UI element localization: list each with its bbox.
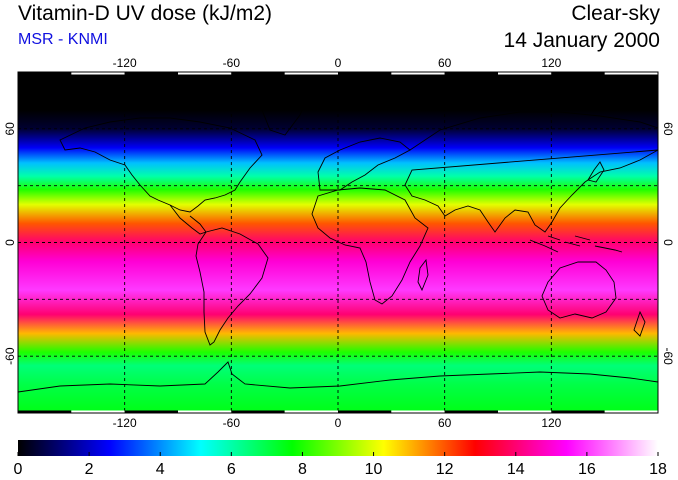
coastline-greenland xyxy=(254,83,311,136)
frame-band-top xyxy=(498,72,552,75)
colorbar-labels: 0 2 4 6 8 10 12 14 16 18 xyxy=(14,461,667,478)
frame-band-bottom xyxy=(71,410,125,413)
frame-band-top xyxy=(391,72,445,75)
colorbar-label: 2 xyxy=(85,461,94,478)
frame-band-top xyxy=(444,72,498,75)
colorbar-label: 6 xyxy=(227,461,236,478)
date-label: 14 January 2000 xyxy=(503,29,660,52)
coastline-north-america xyxy=(59,117,263,213)
lon-label-bottom: -120 xyxy=(113,416,137,430)
coastline-asia xyxy=(404,111,658,233)
lon-label-top: 60 xyxy=(438,56,452,70)
coastline-europe xyxy=(317,137,411,191)
map-subtitle: MSR - KNMI xyxy=(18,31,108,48)
coastline-madagascar xyxy=(417,258,429,292)
gridlines xyxy=(18,72,658,413)
coastline-australia xyxy=(541,261,617,319)
colorbar-label: 4 xyxy=(156,461,165,478)
coastline-central-america xyxy=(169,204,207,235)
map-title: Vitamin-D UV dose (kJ/m2) xyxy=(18,2,273,25)
frame-band-bottom xyxy=(178,410,232,413)
colorbar-label: 14 xyxy=(507,461,525,478)
latitude-labels-right: 60 0 -60 xyxy=(661,122,675,365)
lon-label-bottom: 120 xyxy=(541,416,561,430)
frame-band-bottom xyxy=(338,410,392,413)
lat-label-right: 60 xyxy=(661,122,675,136)
colorbar: 0 2 4 6 8 10 12 14 16 18 xyxy=(14,440,667,478)
frame-band-bottom xyxy=(604,410,658,413)
colorbar-label: 12 xyxy=(436,461,454,478)
lon-label-bottom: 0 xyxy=(335,416,342,430)
lon-label-bottom: 60 xyxy=(438,416,452,430)
lon-label-bottom: -60 xyxy=(223,416,241,430)
frame-band-bottom xyxy=(18,410,72,413)
coastline-africa xyxy=(311,187,429,305)
coastline-south-america xyxy=(195,227,269,346)
lat-label-left: -60 xyxy=(3,347,17,365)
longitude-labels-top: -120 -60 0 60 120 xyxy=(113,56,562,70)
frame-ticks xyxy=(18,72,658,413)
frame-band-bottom xyxy=(284,410,338,413)
frame-band-bottom xyxy=(124,410,178,413)
frame-band-top xyxy=(551,72,605,75)
frame-band-bottom xyxy=(498,410,552,413)
lon-label-top: -60 xyxy=(223,56,241,70)
frame-band-top xyxy=(284,72,338,75)
lat-label-left: 60 xyxy=(3,122,17,136)
frame-band-bottom xyxy=(551,410,605,413)
lat-label-left: 0 xyxy=(3,239,17,246)
colorbar-label: 18 xyxy=(649,461,667,478)
lon-label-top: 0 xyxy=(335,56,342,70)
frame-band-top xyxy=(231,72,285,75)
colorbar-label: 8 xyxy=(298,461,307,478)
coastline-new-zealand xyxy=(633,310,646,337)
latitude-labels-left: 60 0 -60 xyxy=(3,122,17,365)
lon-label-top: -120 xyxy=(113,56,137,70)
frame-band-bottom xyxy=(391,410,445,413)
frame-band-top xyxy=(18,72,72,75)
colorbar-ticks xyxy=(17,452,659,456)
colorbar-label: 10 xyxy=(365,461,383,478)
coastline-japan xyxy=(587,161,605,183)
lat-label-right: -60 xyxy=(661,347,675,365)
frame-band-top xyxy=(178,72,232,75)
coastline-indonesia xyxy=(529,235,623,253)
coastlines xyxy=(18,83,658,393)
frame-band-bottom xyxy=(444,410,498,413)
frame-band-top xyxy=(338,72,392,75)
frame-band-top xyxy=(124,72,178,75)
lon-label-top: 120 xyxy=(541,56,561,70)
colorbar-label: 0 xyxy=(14,461,23,478)
lat-label-right: 0 xyxy=(661,239,675,246)
map-border xyxy=(17,71,659,414)
colorbar-gradient xyxy=(18,440,658,456)
frame-band-top xyxy=(604,72,658,75)
frame-band-bottom xyxy=(231,410,285,413)
colorbar-label: 16 xyxy=(578,461,596,478)
sky-condition-label: Clear-sky xyxy=(571,2,660,25)
map-frame xyxy=(17,71,659,414)
longitude-labels-bottom: -120 -60 0 60 120 xyxy=(113,416,562,430)
frame-band-top xyxy=(71,72,125,75)
coastline-antarctica xyxy=(18,361,658,393)
